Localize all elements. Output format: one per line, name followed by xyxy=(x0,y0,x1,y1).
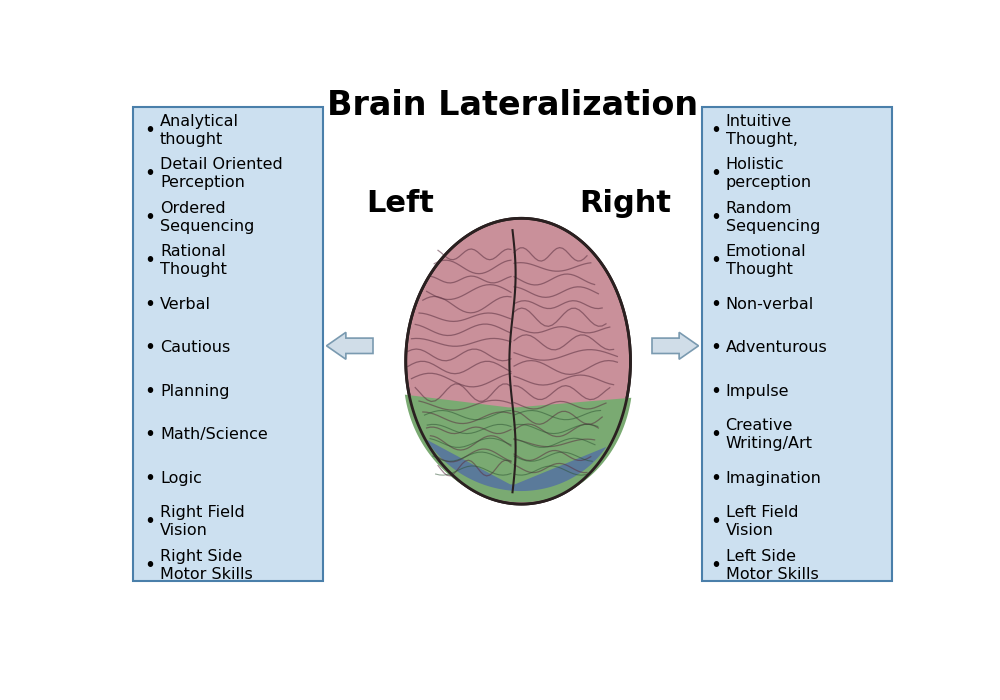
Text: Left: Left xyxy=(366,189,434,218)
Text: •: • xyxy=(144,469,155,488)
Text: Rational
Thought: Rational Thought xyxy=(160,244,227,277)
Polygon shape xyxy=(406,218,630,504)
Text: •: • xyxy=(144,295,155,314)
Text: Left Side
Motor Skills: Left Side Motor Skills xyxy=(726,549,818,582)
Text: Intuitive
Thought,: Intuitive Thought, xyxy=(726,113,798,147)
Text: Creative
Writing/Art: Creative Writing/Art xyxy=(726,418,813,452)
Text: Imagination: Imagination xyxy=(726,470,822,486)
FancyArrow shape xyxy=(326,332,373,359)
Text: •: • xyxy=(710,469,721,488)
Text: Cautious: Cautious xyxy=(160,340,230,355)
Text: •: • xyxy=(710,251,721,270)
Text: •: • xyxy=(710,382,721,400)
Text: •: • xyxy=(144,208,155,227)
Text: •: • xyxy=(144,120,155,140)
Text: Right Field
Vision: Right Field Vision xyxy=(160,505,245,538)
Text: •: • xyxy=(144,382,155,400)
Text: Emotional
Thought: Emotional Thought xyxy=(726,244,806,277)
Text: •: • xyxy=(710,425,721,444)
Text: •: • xyxy=(144,512,155,531)
Text: •: • xyxy=(144,338,155,357)
Text: •: • xyxy=(710,208,721,227)
Text: Verbal: Verbal xyxy=(160,297,211,312)
Text: Impulse: Impulse xyxy=(726,384,789,399)
Text: Detail Oriented
Perception: Detail Oriented Perception xyxy=(160,158,283,190)
Text: Ordered
Sequencing: Ordered Sequencing xyxy=(160,201,254,234)
Text: Math/Science: Math/Science xyxy=(160,427,268,442)
Polygon shape xyxy=(426,440,606,491)
Text: •: • xyxy=(144,556,155,575)
Text: •: • xyxy=(144,164,155,183)
Text: •: • xyxy=(710,120,721,140)
Text: •: • xyxy=(710,164,721,183)
Text: •: • xyxy=(144,251,155,270)
Text: •: • xyxy=(710,512,721,531)
Text: •: • xyxy=(710,338,721,357)
FancyArrow shape xyxy=(652,332,698,359)
Text: Non-verbal: Non-verbal xyxy=(726,297,814,312)
Text: Random
Sequencing: Random Sequencing xyxy=(726,201,820,234)
Text: Holistic
perception: Holistic perception xyxy=(726,158,812,190)
Text: •: • xyxy=(710,556,721,575)
Text: Logic: Logic xyxy=(160,470,202,486)
Text: Planning: Planning xyxy=(160,384,229,399)
Text: •: • xyxy=(144,425,155,444)
Text: •: • xyxy=(710,295,721,314)
Text: Brain Lateralization: Brain Lateralization xyxy=(327,89,698,122)
Polygon shape xyxy=(405,395,631,503)
Text: Analytical
thought: Analytical thought xyxy=(160,113,239,147)
Text: Right Side
Motor Skills: Right Side Motor Skills xyxy=(160,549,253,582)
FancyBboxPatch shape xyxy=(133,107,323,581)
Text: Left Field
Vision: Left Field Vision xyxy=(726,505,798,538)
FancyBboxPatch shape xyxy=(702,107,892,581)
Text: Adventurous: Adventurous xyxy=(726,340,827,355)
Text: Right: Right xyxy=(579,189,671,218)
